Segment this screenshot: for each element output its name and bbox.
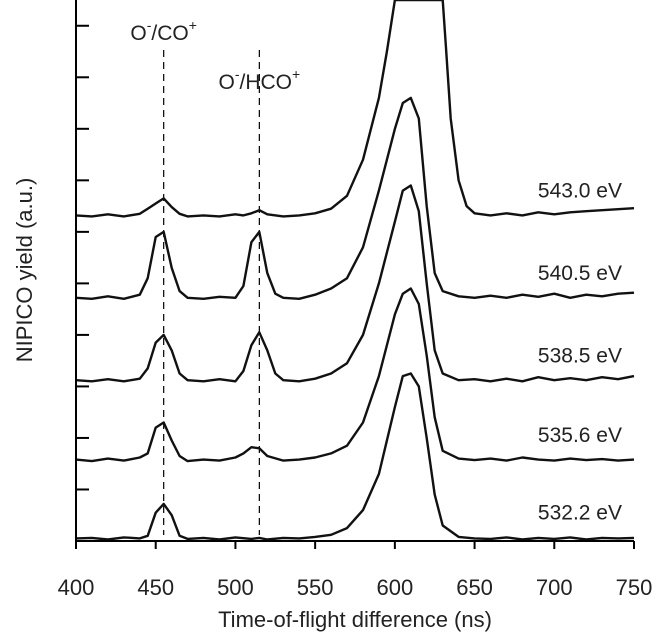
annotation-superscript: -	[147, 17, 152, 33]
annotation-superscript: -	[235, 66, 240, 82]
x-tick-label: 450	[137, 575, 174, 600]
x-tick-label: 750	[616, 575, 653, 600]
series-labels: 532.2 eV 535.6 eV 538.5 eV 540.5 eV 543.0 eV	[538, 179, 622, 524]
annotation-superscript: +	[292, 66, 300, 82]
series-line	[75, 184, 635, 383]
x-tick-label: 400	[58, 575, 95, 600]
peak-annotation: O-/CO+	[130, 17, 197, 45]
x-tick-label: 500	[217, 575, 254, 600]
series-label: 543.0 eV	[538, 179, 622, 202]
y-axis-title: NIPICO yield (a.u.)	[12, 178, 37, 363]
series-line	[75, 287, 635, 463]
annotation-text: O	[130, 22, 146, 45]
x-axis-title: Time-of-flight difference (ns)	[218, 607, 492, 632]
x-ticks: 400 450 500 550 600 650 700 750	[58, 541, 653, 600]
annotation-text: O	[218, 71, 234, 94]
axes-layer	[75, 0, 634, 542]
x-tick-label: 550	[297, 575, 334, 600]
x-tick-label: 650	[456, 575, 493, 600]
series-layer	[75, 0, 635, 541]
series-label: 535.6 eV	[538, 424, 622, 447]
annotation-superscript: +	[189, 17, 197, 33]
y-ticks	[75, 24, 89, 542]
x-tick-label: 700	[536, 575, 573, 600]
series-label: 532.2 eV	[538, 501, 622, 524]
series-line	[75, 0, 635, 218]
guides-layer	[163, 50, 260, 535]
series-line	[75, 96, 635, 300]
annotation-text: /CO	[151, 22, 188, 45]
annotations: O-/CO+O-/HCO+	[130, 17, 300, 94]
x-tick-label: 600	[376, 575, 413, 600]
annotation-text: /HCO	[240, 71, 293, 94]
series-label: 538.5 eV	[538, 344, 622, 367]
series-line	[75, 372, 635, 541]
series-label: 540.5 eV	[538, 262, 622, 285]
peak-annotation: O-/HCO+	[218, 66, 300, 94]
